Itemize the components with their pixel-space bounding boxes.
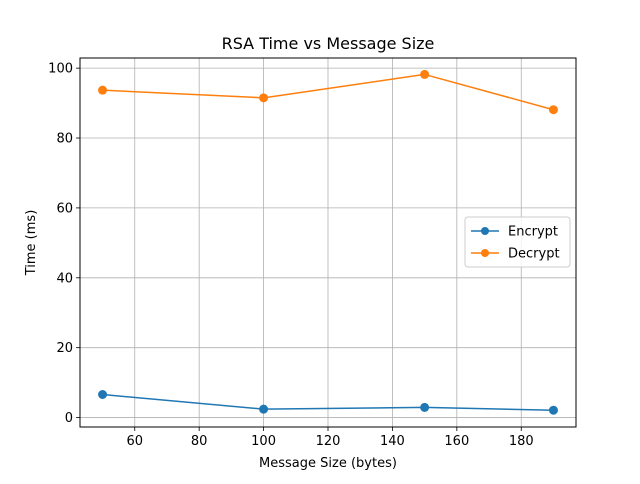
legend-box [464, 216, 571, 268]
x-tick-label: 100 [251, 434, 276, 449]
y-axis-label: Time (ms) [24, 210, 39, 277]
legend: Encrypt Decrypt [464, 216, 571, 268]
encrypt-series-line [102, 393, 554, 411]
grid-lines [80, 58, 576, 427]
encrypt-legend-label: Encrypt [508, 225, 558, 240]
decrypt-data-point [98, 85, 108, 95]
chart-title: RSA Time vs Message Size [222, 34, 435, 53]
decrypt-data-point [548, 105, 558, 115]
encrypt-data-point [548, 405, 558, 415]
x-tick-label: 140 [380, 434, 405, 449]
decrypt-legend-label: Decrypt [508, 247, 560, 262]
y-tick-label: 40 [56, 271, 73, 286]
decrypt-legend-marker [481, 249, 489, 257]
x-tick-label: 180 [509, 434, 534, 449]
y-tick-label: 20 [56, 341, 73, 356]
x-tick-label: 80 [191, 434, 208, 449]
y-tick-label: 80 [56, 132, 73, 147]
decrypt-data-point [259, 93, 269, 103]
decrypt-data-point [420, 69, 430, 79]
x-tick-label: 160 [444, 434, 469, 449]
encrypt-legend-marker [481, 227, 489, 235]
y-tick-label: 0 [65, 411, 73, 426]
encrypt-data-point [98, 390, 108, 400]
encrypt-data-point [259, 404, 269, 414]
decrypt-series-line [102, 73, 554, 111]
x-axis-label: Message Size (bytes) [259, 456, 397, 471]
x-tick-label: 60 [126, 434, 143, 449]
y-tick-label: 100 [48, 62, 73, 77]
y-tick-label: 60 [56, 201, 73, 216]
axes: 60 80 100 120 140 160 180 0 20 40 60 80 100 [48, 62, 533, 449]
series-layer [98, 69, 558, 415]
encrypt-data-point [420, 402, 430, 412]
x-tick-label: 120 [316, 434, 341, 449]
